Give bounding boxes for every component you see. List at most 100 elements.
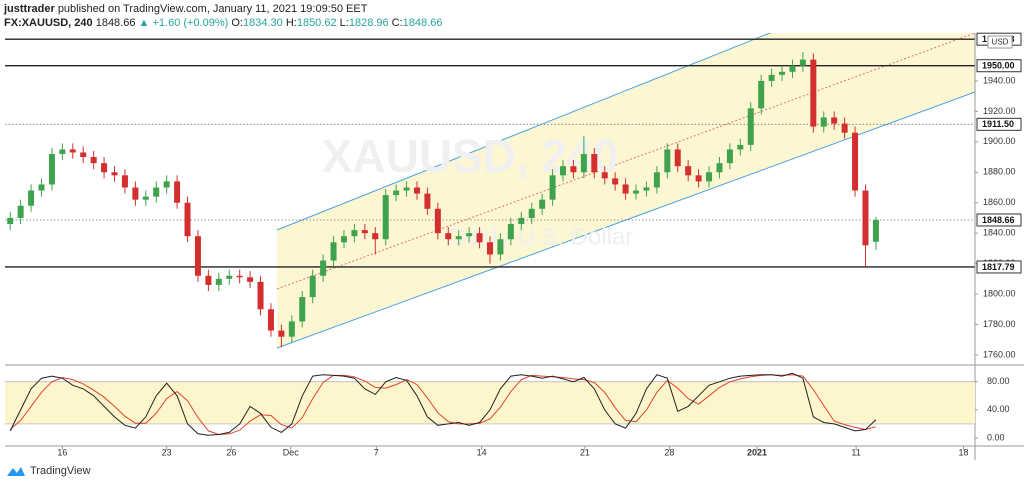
candle-body xyxy=(393,190,400,196)
y-tick-label: 1840.00 xyxy=(983,228,1016,238)
ohlc-label: L: xyxy=(339,17,349,29)
candle-body xyxy=(476,233,483,243)
candle-body xyxy=(768,74,775,81)
published: published on TradingView.com, January 11… xyxy=(57,3,368,15)
x-tick-label: 26 xyxy=(226,447,236,457)
candle-body xyxy=(340,236,347,243)
stoch-layer xyxy=(5,372,975,436)
candle-body xyxy=(38,184,45,191)
candle-body xyxy=(466,233,473,237)
candle-body xyxy=(726,149,733,164)
stoch-tick-label: 40.00 xyxy=(987,404,1010,414)
candle-body xyxy=(90,157,97,164)
candle-body xyxy=(184,202,191,237)
candle-body xyxy=(539,199,546,209)
candle-body xyxy=(330,242,337,261)
watermark: XAUUSD, 240 xyxy=(322,130,619,182)
x-tick-label: 28 xyxy=(664,447,674,457)
candle-body xyxy=(497,239,504,255)
candle-body xyxy=(601,172,608,179)
candle-body xyxy=(455,236,462,240)
candle-body xyxy=(852,132,859,191)
candle-body xyxy=(560,166,567,176)
x-tick-label: 23 xyxy=(162,447,172,457)
candle-body xyxy=(716,163,723,173)
brand: TradingView xyxy=(30,465,91,477)
candle-body xyxy=(28,190,35,206)
y-tick-label: 1900.00 xyxy=(983,136,1016,146)
candle-body xyxy=(174,181,181,203)
candle-body xyxy=(288,321,295,337)
footer: TradingView xyxy=(6,465,91,477)
author: justtrader xyxy=(4,3,55,15)
candle-body xyxy=(872,219,879,242)
stoch-tick-label: 80.00 xyxy=(987,376,1010,386)
ohlc-value: 1848.66 xyxy=(402,17,443,29)
y-tick-label: 1920.00 xyxy=(983,106,1016,116)
x-tick-label: Dec xyxy=(283,447,300,457)
logo xyxy=(7,467,25,476)
x-tick-label: 21 xyxy=(580,447,590,457)
stoch-tick-label: 0.00 xyxy=(987,432,1005,442)
candle-body xyxy=(163,181,170,188)
candle-body xyxy=(643,187,650,191)
publish-line: justtrader published on TradingView.com,… xyxy=(4,2,442,16)
ohlc-value: 1834.30 xyxy=(243,17,283,29)
y-tick-label: 1780.00 xyxy=(983,319,1016,329)
candle-body xyxy=(299,297,306,322)
candle-body xyxy=(747,108,754,145)
y-tick-label: 1860.00 xyxy=(983,197,1016,207)
candle-body xyxy=(403,187,410,191)
candle-body xyxy=(695,175,702,182)
candle-body xyxy=(528,208,535,218)
candle-body xyxy=(351,230,358,237)
candle-body xyxy=(7,217,14,225)
candle-body xyxy=(413,187,420,194)
level-label: 1817.79 xyxy=(982,262,1015,272)
candle-body xyxy=(59,149,66,155)
candle-body xyxy=(758,80,765,109)
price-layer xyxy=(5,38,975,348)
candle-body xyxy=(226,275,233,279)
watermark-sub: Gold / U.S. Dollar xyxy=(447,223,634,250)
ohlc-label: C: xyxy=(391,17,403,29)
ohlc-label: H: xyxy=(285,17,297,29)
candle-body xyxy=(570,166,577,173)
level-label: 1848.66 xyxy=(982,215,1015,225)
candle-body xyxy=(737,144,744,150)
y-tick-label: 1940.00 xyxy=(983,75,1016,85)
change: ▲ +1.60 (+0.09%) xyxy=(138,17,229,29)
chart: XAUUSD, 240 Gold / U.S. Dollar 16 23 26 Dec… xyxy=(5,32,1024,460)
candle-body xyxy=(424,193,431,209)
candle-body xyxy=(580,154,587,173)
candle-body xyxy=(257,281,264,310)
candle-body xyxy=(215,278,222,285)
candle-body xyxy=(142,196,149,200)
candle-body xyxy=(518,217,525,225)
symbol: FX:XAUUSD, 240 xyxy=(4,17,93,29)
candle-body xyxy=(507,224,514,240)
candle-body xyxy=(80,152,87,158)
candle-body xyxy=(372,233,379,240)
level-label-box xyxy=(976,59,1022,73)
candle-body xyxy=(309,275,316,298)
ohlc-label: O: xyxy=(231,17,243,29)
x-tick-label: 16 xyxy=(57,447,67,457)
candle-body xyxy=(591,154,598,173)
candle-body xyxy=(653,172,660,188)
candle-body xyxy=(267,309,274,331)
candle-body xyxy=(153,187,160,197)
candle-body xyxy=(487,242,493,255)
candle-body xyxy=(320,260,327,276)
candle-body xyxy=(612,178,619,185)
candle-body xyxy=(69,149,76,153)
ohlc-value: 1828.96 xyxy=(348,17,389,29)
stoch-line xyxy=(9,374,877,436)
x-tick-label: 18 xyxy=(959,447,969,457)
level-label: 1950.00 xyxy=(982,61,1015,71)
level-label-box xyxy=(976,213,1022,227)
level-label: 1911.50 xyxy=(982,119,1014,129)
ohlc: O:1834.30 H:1850.62 L:1828.96 C:1848.66 xyxy=(231,17,442,29)
candle-body xyxy=(247,277,254,282)
candle-body xyxy=(789,65,796,72)
